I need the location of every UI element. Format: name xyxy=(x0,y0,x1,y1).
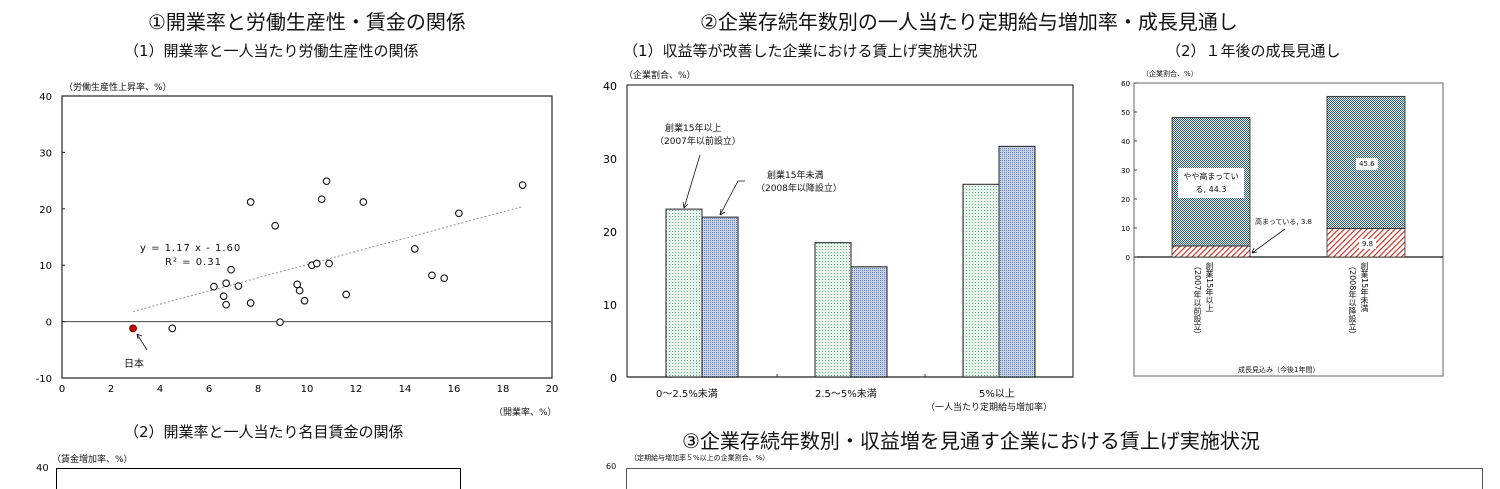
scatter-xlabel: （開業率、%） xyxy=(494,408,557,418)
bar-subtitle: （1）収益等が改善した企業における賃上げ実施状況 xyxy=(623,42,978,60)
svg-text:0: 0 xyxy=(46,318,52,329)
svg-text:50: 50 xyxy=(1121,109,1130,117)
stacked-chart: 0 10 20 30 40 50 60 xyxy=(1121,80,1444,377)
svg-text:-10: -10 xyxy=(36,374,52,385)
s3-ytick-top: 60 xyxy=(606,462,617,471)
stacked-xlabel: 成長見込み（今後1年間） xyxy=(1238,366,1320,374)
label-a-top: やや高まってい る, 44.3 xyxy=(1178,168,1244,198)
svg-text:40: 40 xyxy=(1121,138,1130,146)
legend-old-line1: 創業15年以上 xyxy=(665,124,722,134)
trend-equation: y = 1.17 x - 1.60 xyxy=(140,243,242,254)
svg-text:4: 4 xyxy=(157,384,163,395)
scatter-ylabel: （労働生産性上昇率、%） xyxy=(64,83,172,93)
s3-plot-frame xyxy=(626,468,1483,489)
stacked-xcat-0-a: 創業15年以上 xyxy=(1205,262,1214,313)
svg-text:60: 60 xyxy=(1121,80,1130,88)
svg-text:30: 30 xyxy=(39,148,52,159)
s3-ylabel: （定期給与増加率５%以上の企業割合、%） xyxy=(630,454,770,462)
bar-ylabel: （企業割合、%） xyxy=(624,71,696,81)
svg-text:20: 20 xyxy=(39,205,52,216)
legend-new-line1: 創業15年未満 xyxy=(767,171,824,181)
japan-label: 日本 xyxy=(124,359,144,370)
legend-old-line2: （2007年以前設立） xyxy=(655,137,741,147)
label-b-top: 45.6 xyxy=(1356,158,1378,170)
svg-text:12: 12 xyxy=(350,384,363,395)
label-a-bottom: 高まっている, 3.8 xyxy=(1255,218,1312,226)
svg-text:8: 8 xyxy=(255,384,261,395)
label-b-bottom: 9.8 xyxy=(1359,239,1377,249)
wage-subtitle: （2）開業率と一人当たり名目賃金の関係 xyxy=(124,423,404,441)
svg-text:40: 40 xyxy=(603,80,617,93)
label-a-top-line2: る, 44.3 xyxy=(1195,185,1227,194)
section1-title: ①開業率と労働生産性・賃金の関係 xyxy=(148,10,466,34)
bar-chart: 0 10 20 30 40 xyxy=(603,80,1074,385)
stacked-ylabel: （企業割合、%） xyxy=(1142,70,1198,78)
svg-text:0: 0 xyxy=(59,384,65,395)
bar-xtick-0: 0〜2.5%未満 xyxy=(656,389,718,400)
svg-text:10: 10 xyxy=(1121,225,1130,233)
section2-title: ②企業存続年数別の一人当たり定期給与増加率・成長見通し xyxy=(700,10,1238,34)
svg-text:16: 16 xyxy=(448,384,461,395)
svg-text:30: 30 xyxy=(603,153,617,166)
svg-text:18: 18 xyxy=(497,384,510,395)
scatter-subtitle: （1）開業率と一人当たり労働生産性の関係 xyxy=(124,42,419,60)
scatter-chart: -10 0 10 20 30 40 0 2 4 6 8 10 12 14 16 18 20 xyxy=(36,92,559,395)
legend-new-line2: （2008年以降設立） xyxy=(756,184,842,194)
svg-text:20: 20 xyxy=(603,226,617,239)
section3-title: ③企業存続年数別・収益増を見通す企業における賃上げ実施状況 xyxy=(682,429,1260,453)
svg-text:20: 20 xyxy=(1121,196,1130,204)
stacked-xcat-1-b: （2008年以降設立） xyxy=(1348,262,1357,339)
bar-xtick-2: 5%以上 xyxy=(979,389,1015,400)
svg-text:6: 6 xyxy=(206,384,212,395)
svg-text:20: 20 xyxy=(546,384,559,395)
trend-r2: R² = 0.31 xyxy=(165,257,222,268)
stacked-xcat-1-a: 創業15年未満 xyxy=(1360,262,1369,313)
wage-ytick-top: 40 xyxy=(36,463,49,474)
svg-text:0: 0 xyxy=(610,372,617,385)
svg-text:10: 10 xyxy=(301,384,314,395)
bar-xlabel: （一人当たり定期給与増加率） xyxy=(926,403,1053,413)
svg-text:30: 30 xyxy=(1121,167,1130,175)
svg-text:2: 2 xyxy=(108,384,114,395)
label-a-top-line1: やや高まってい xyxy=(1183,172,1239,181)
svg-text:10: 10 xyxy=(603,299,617,312)
svg-text:0: 0 xyxy=(1126,254,1130,262)
wage-plot-frame xyxy=(56,468,461,489)
svg-text:14: 14 xyxy=(399,384,412,395)
wage-ylabel: （賃金増加率、%） xyxy=(52,455,133,465)
bar-xtick-1: 2.5〜5%未満 xyxy=(815,389,877,400)
stacked-subtitle: （2）１年後の成長見通し xyxy=(1166,42,1341,60)
svg-text:10: 10 xyxy=(39,261,52,272)
stacked-xcat-0-b: （2007年以前設立） xyxy=(1193,262,1202,339)
svg-text:40: 40 xyxy=(39,92,52,103)
